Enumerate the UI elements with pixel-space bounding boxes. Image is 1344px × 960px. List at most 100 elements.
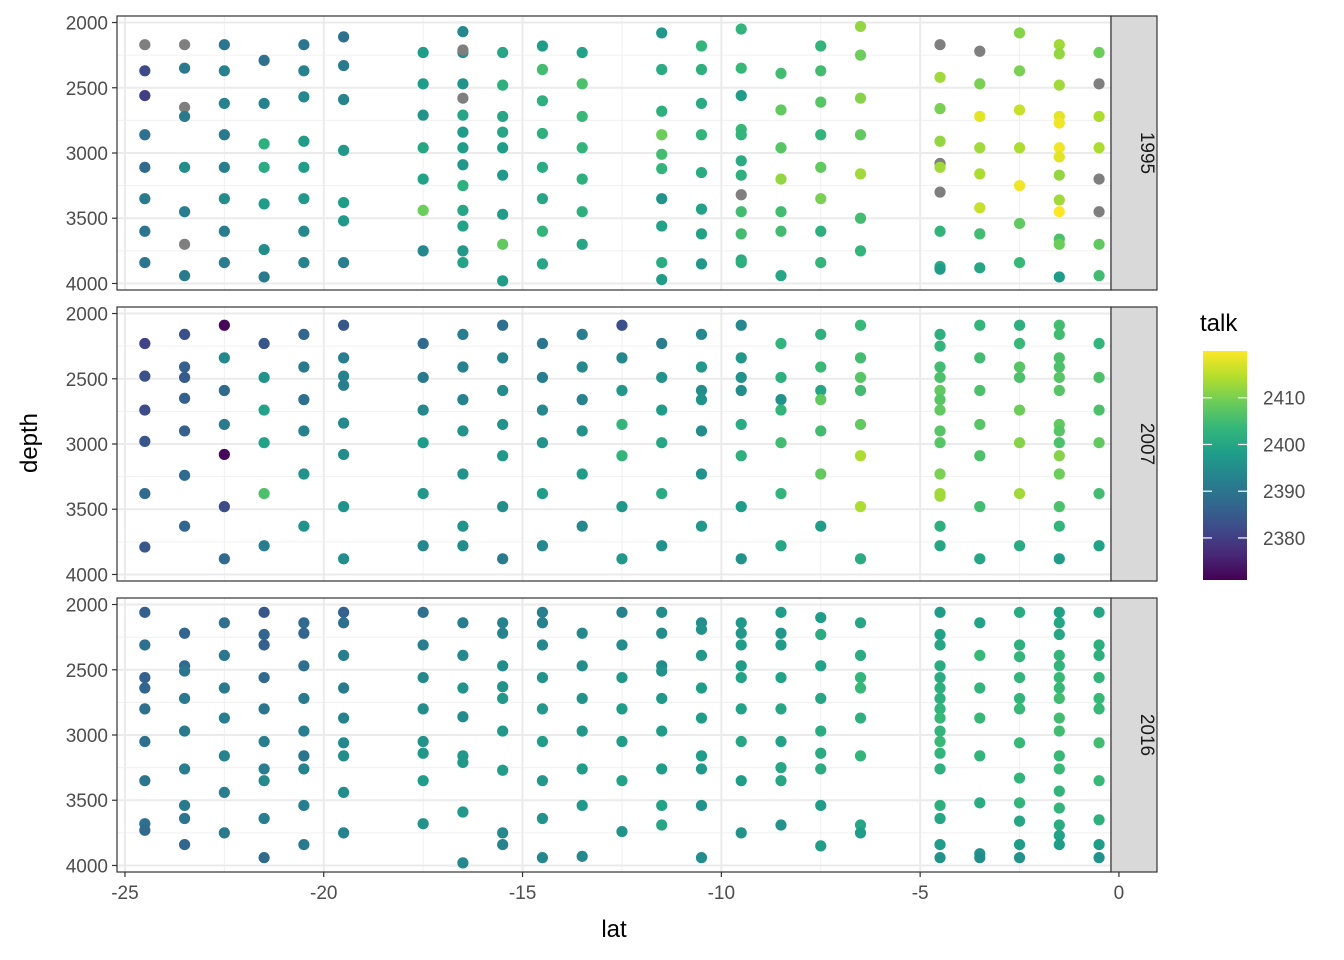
data-point <box>695 649 708 662</box>
data-point <box>1093 337 1105 350</box>
data-point <box>1053 352 1065 364</box>
data-point <box>974 110 986 123</box>
data-point <box>854 212 867 224</box>
data-point <box>775 173 787 185</box>
data-point <box>934 468 946 480</box>
data-point <box>536 40 549 52</box>
data-point <box>854 245 867 257</box>
data-point <box>974 617 986 629</box>
data-point <box>417 606 429 618</box>
legend: talk 2380 2390 2400 2410 <box>1200 310 1305 580</box>
legend-tick-label: 2390 <box>1263 482 1305 503</box>
data-point <box>1053 819 1065 831</box>
data-point <box>775 671 787 684</box>
data-point <box>775 404 787 416</box>
data-point <box>258 639 270 651</box>
data-point <box>934 725 946 737</box>
data-point <box>854 168 867 180</box>
data-point <box>457 109 469 121</box>
data-point <box>457 44 469 56</box>
data-point <box>139 89 151 102</box>
data-point <box>934 263 946 275</box>
data-point <box>139 404 151 416</box>
data-point <box>1013 797 1026 809</box>
data-point <box>1053 39 1065 51</box>
data-point <box>298 725 310 737</box>
data-point <box>1053 725 1065 737</box>
data-point <box>616 384 628 397</box>
data-point <box>775 337 787 350</box>
data-point <box>258 437 270 449</box>
data-point <box>974 553 986 565</box>
data-point <box>656 129 668 141</box>
data-point <box>1053 48 1065 60</box>
data-point <box>536 606 549 618</box>
data-point <box>497 208 509 220</box>
data-point <box>934 735 946 748</box>
data-point <box>775 437 787 449</box>
data-point <box>656 148 668 160</box>
data-point <box>497 839 509 851</box>
data-point <box>735 89 747 102</box>
data-point <box>815 361 827 373</box>
data-point <box>616 450 628 462</box>
data-point <box>178 206 191 218</box>
data-point <box>497 725 509 737</box>
data-point <box>1053 271 1065 283</box>
data-point <box>934 328 946 340</box>
data-point <box>536 437 549 449</box>
data-point <box>656 725 668 737</box>
data-point <box>815 161 827 173</box>
data-point <box>775 540 787 552</box>
data-point <box>258 763 270 775</box>
data-point <box>1013 65 1026 77</box>
points-2016 <box>139 606 1105 869</box>
data-point <box>576 328 588 340</box>
data-point <box>775 735 787 748</box>
data-point <box>1093 487 1105 500</box>
data-point <box>1093 649 1105 662</box>
data-point <box>1093 606 1105 618</box>
data-point <box>178 161 191 173</box>
data-point <box>417 540 429 552</box>
data-point <box>218 750 230 762</box>
data-point <box>934 799 946 812</box>
data-point <box>934 839 946 851</box>
data-point <box>457 78 469 90</box>
data-point <box>1053 384 1065 397</box>
data-point <box>298 750 310 762</box>
data-point <box>497 553 509 565</box>
data-point <box>854 49 867 61</box>
data-point <box>974 501 986 513</box>
data-point <box>338 448 350 461</box>
data-point <box>735 553 747 565</box>
data-point <box>338 501 350 513</box>
y-tick-label: 2500 <box>66 79 108 100</box>
data-point <box>775 775 787 787</box>
data-point <box>695 203 708 215</box>
data-point <box>178 812 191 825</box>
data-point <box>178 328 191 340</box>
data-point <box>735 257 747 269</box>
data-point <box>1093 404 1105 416</box>
data-point <box>576 763 588 775</box>
data-point <box>1013 319 1026 331</box>
data-point <box>1053 763 1065 775</box>
data-point <box>139 257 151 269</box>
data-point <box>139 435 151 447</box>
data-point <box>656 371 668 384</box>
data-point <box>656 540 668 552</box>
data-point <box>1053 361 1065 373</box>
data-point <box>735 62 747 74</box>
data-point <box>417 245 429 257</box>
data-point <box>656 257 668 269</box>
data-point <box>139 487 151 500</box>
data-point <box>695 258 708 270</box>
data-point <box>735 735 747 748</box>
data-point <box>656 193 668 205</box>
data-point <box>497 352 509 364</box>
data-point <box>735 627 747 639</box>
data-point <box>258 371 270 384</box>
data-point <box>735 418 747 431</box>
data-point <box>417 46 429 59</box>
